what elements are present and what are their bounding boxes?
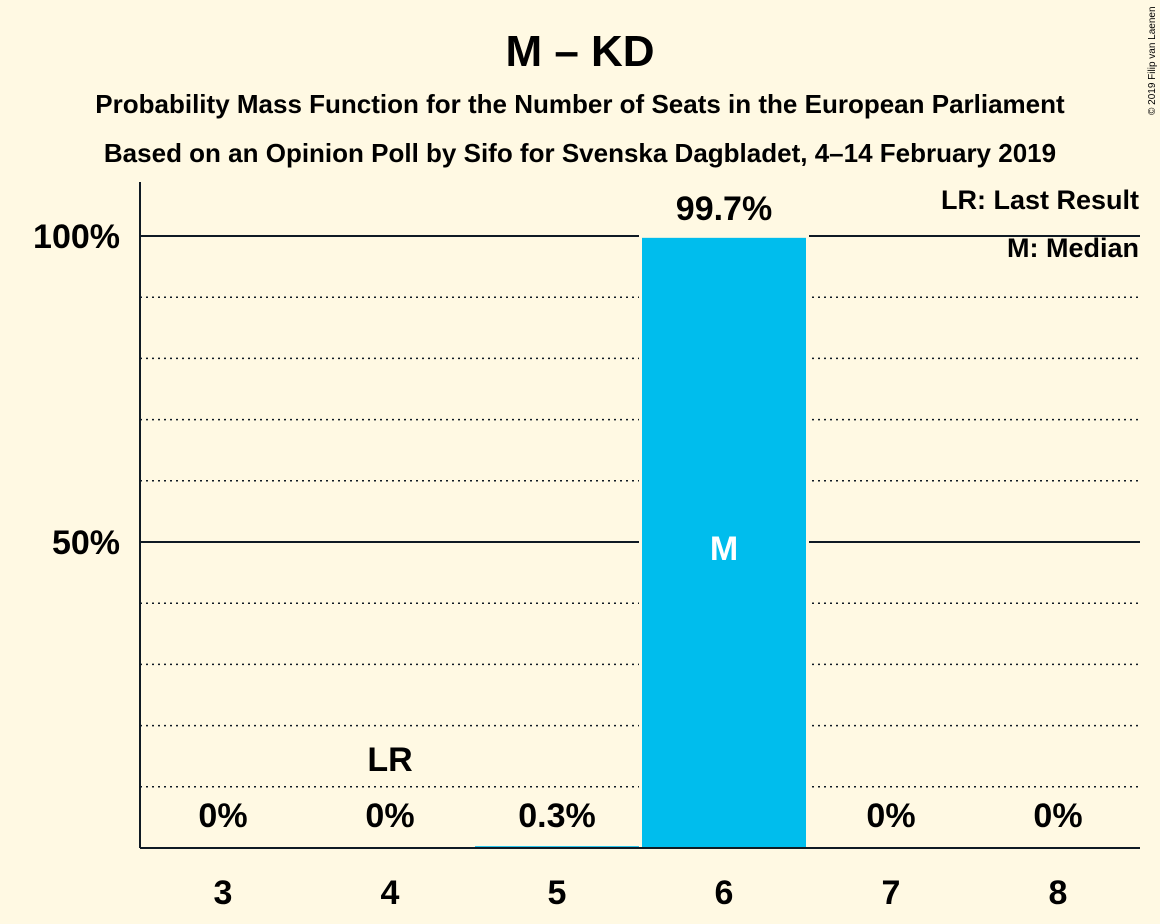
last-result-marker: LR	[367, 741, 412, 779]
x-tick-label: 6	[715, 874, 734, 912]
bar-seats-6	[642, 237, 806, 848]
value-label-5: 0.3%	[518, 797, 596, 835]
median-marker: M	[710, 530, 738, 568]
chart-subtitle-1: Probability Mass Function for the Number…	[95, 89, 1065, 119]
x-tick-label: 4	[381, 874, 400, 912]
value-label-8: 0%	[1033, 797, 1082, 835]
value-label-4: 0%	[365, 797, 414, 835]
value-label-3: 0%	[198, 797, 247, 835]
chart-subtitle-2: Based on an Opinion Poll by Sifo for Sve…	[104, 138, 1056, 168]
y-ticks: 50% 100%	[33, 218, 120, 562]
chart-title: M – KD	[505, 27, 654, 76]
y-tick-label: 50%	[52, 524, 120, 562]
x-tick-label: 7	[882, 874, 901, 912]
x-ticks: 3 4 5 6 7 8	[214, 874, 1068, 912]
y-tick-label: 100%	[33, 218, 120, 256]
value-label-7: 0%	[866, 797, 915, 835]
legend-median: M: Median	[1007, 233, 1139, 263]
data-labels: 0% 0% LR 0.3% 99.7% M 0% 0%	[198, 190, 1082, 835]
copyright-notice: © 2019 Filip van Laenen	[1147, 6, 1158, 115]
x-tick-label: 5	[548, 874, 567, 912]
legend-last-result: LR: Last Result	[941, 185, 1139, 215]
value-label-6: 99.7%	[676, 190, 772, 228]
bar-outline	[472, 843, 642, 848]
x-tick-label: 3	[214, 874, 233, 912]
x-tick-label: 8	[1049, 874, 1068, 912]
